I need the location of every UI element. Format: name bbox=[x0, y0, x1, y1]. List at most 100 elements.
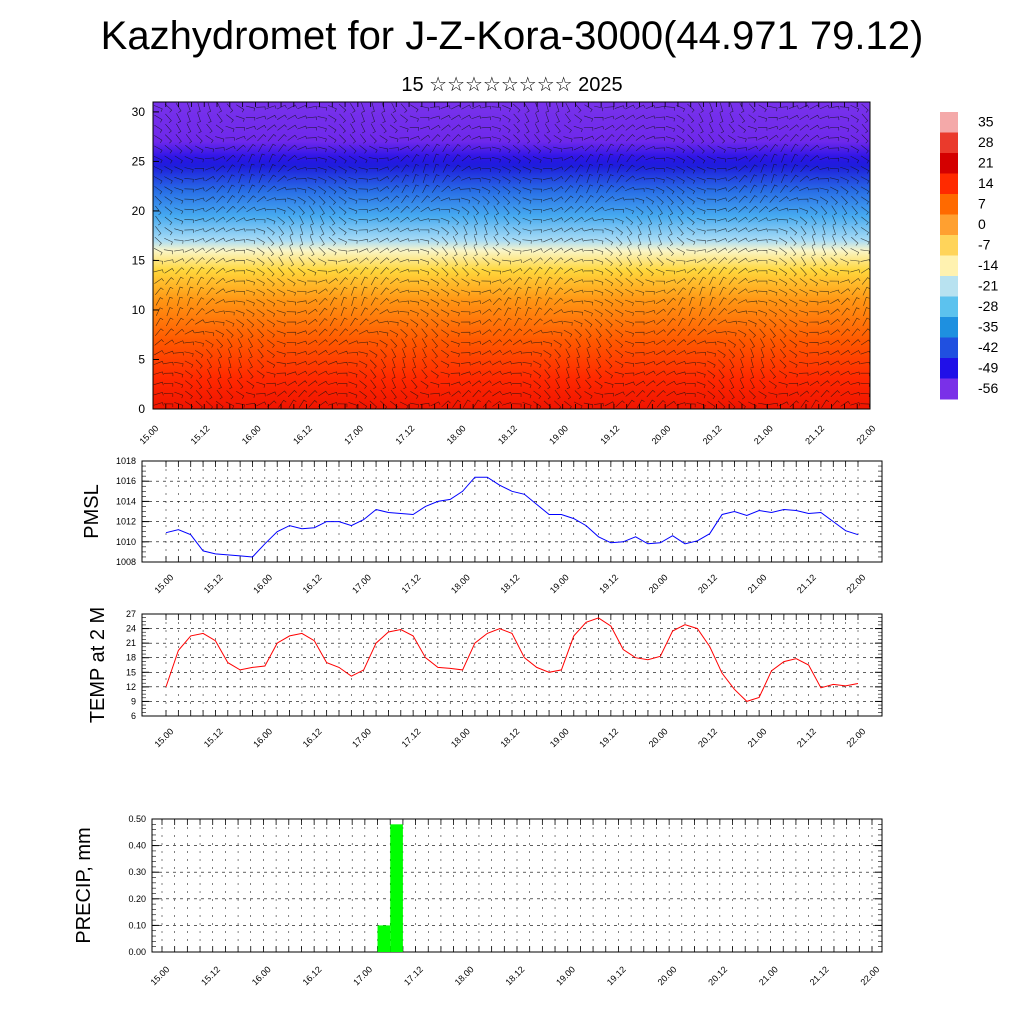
y-tick-label: 0.10 bbox=[128, 920, 146, 930]
y-tick-label: 0.30 bbox=[128, 867, 146, 877]
x-tick-label: 18.12 bbox=[496, 423, 519, 446]
x-tick-label: 18.00 bbox=[453, 964, 476, 987]
colorbar-swatch bbox=[940, 112, 958, 133]
x-tick-label: 20.12 bbox=[696, 726, 719, 749]
colorbar-swatch bbox=[940, 153, 958, 174]
colorbar-label: 7 bbox=[978, 195, 986, 211]
x-tick-label: 15.00 bbox=[152, 726, 175, 749]
colorbar-swatch bbox=[940, 378, 958, 400]
y-tick-label: 25 bbox=[132, 154, 146, 168]
y-tick-label: 10 bbox=[132, 303, 146, 317]
x-tick-label: 16.00 bbox=[250, 964, 273, 987]
x-tick-label: 19.12 bbox=[598, 423, 621, 446]
y-tick-label: 30 bbox=[132, 105, 146, 119]
colorbar-swatch bbox=[940, 296, 958, 318]
chart-subtitle: 15 ☆☆☆☆☆☆☆☆ 2025 bbox=[401, 74, 623, 96]
x-tick-label: 15.12 bbox=[189, 423, 212, 446]
x-tick-label: 16.12 bbox=[301, 964, 324, 987]
y-axis-label: PRECIP, mm bbox=[73, 827, 95, 943]
x-tick-label: 15.00 bbox=[148, 964, 171, 987]
x-tick-label: 17.00 bbox=[351, 964, 374, 987]
x-tick-label: 17.12 bbox=[400, 572, 423, 595]
colorbar-label: -28 bbox=[978, 298, 998, 314]
colorbar-swatch bbox=[940, 358, 958, 379]
y-tick-label: 0.20 bbox=[128, 894, 146, 904]
temp-panel: 6 9 12 15 18 21 24 27 TEMP at 2 M 15.00 15.12 16.00… bbox=[87, 607, 883, 749]
colorbar-label: -49 bbox=[978, 359, 998, 375]
colorbar-label: 28 bbox=[978, 134, 994, 150]
colorbar-label: -42 bbox=[978, 339, 998, 355]
y-tick-label: 0.00 bbox=[128, 947, 146, 957]
x-tick-label: 21.00 bbox=[752, 423, 775, 446]
y-tick-label: 20 bbox=[132, 204, 146, 218]
series-line bbox=[165, 617, 859, 702]
x-tick-label: 17.12 bbox=[400, 726, 423, 749]
x-tick-label: 22.00 bbox=[844, 572, 867, 595]
y-tick-label: 15 bbox=[132, 253, 146, 267]
y-tick-label: 6 bbox=[131, 711, 136, 721]
colorbar-label: -21 bbox=[978, 277, 998, 293]
colorbar-swatch bbox=[940, 337, 958, 359]
y-tick-label: 1018 bbox=[116, 456, 136, 466]
y-axis-label: TEMP at 2 M bbox=[87, 607, 109, 723]
x-tick-label: 16.00 bbox=[251, 726, 274, 749]
x-tick-label: 16.12 bbox=[301, 572, 324, 595]
x-tick-label: 19.12 bbox=[605, 964, 628, 987]
x-tick-label: 16.00 bbox=[251, 572, 274, 595]
x-tick-label: 21.12 bbox=[795, 726, 818, 749]
y-tick-label: 0.50 bbox=[128, 814, 146, 824]
x-tick-label: 21.12 bbox=[795, 572, 818, 595]
x-tick-label: 18.12 bbox=[503, 964, 526, 987]
colorbar-label: -7 bbox=[978, 236, 991, 252]
y-tick-label: 1008 bbox=[116, 557, 136, 567]
precip-bar bbox=[377, 925, 391, 952]
colorbar-label: -56 bbox=[978, 380, 998, 396]
y-tick-label: 1014 bbox=[116, 496, 136, 506]
y-tick-label: 1010 bbox=[116, 537, 136, 547]
x-tick-label: 16.00 bbox=[240, 423, 263, 446]
colorbar-swatch bbox=[940, 173, 958, 195]
colorbar-swatch bbox=[940, 132, 958, 154]
colorbar-swatch bbox=[940, 194, 958, 215]
y-tick-label: 5 bbox=[138, 352, 145, 366]
x-tick-label: 19.00 bbox=[547, 423, 570, 446]
y-tick-label: 15 bbox=[126, 667, 136, 677]
x-tick-label: 15.12 bbox=[202, 726, 225, 749]
colorbar-label: -14 bbox=[978, 257, 998, 273]
x-tick-label: 15.00 bbox=[152, 572, 175, 595]
x-tick-label: 20.12 bbox=[701, 423, 724, 446]
x-tick-label: 21.00 bbox=[746, 572, 769, 595]
y-tick-label: 0.40 bbox=[128, 841, 146, 851]
x-tick-label: 19.00 bbox=[554, 964, 577, 987]
colorbar-label: 21 bbox=[978, 154, 994, 170]
x-tick-label: 15.00 bbox=[137, 423, 160, 446]
x-tick-label: 17.00 bbox=[350, 726, 373, 749]
y-tick-label: 0 bbox=[138, 402, 145, 416]
colorbar-label: 14 bbox=[978, 175, 994, 191]
x-tick-label: 19.12 bbox=[597, 572, 620, 595]
y-tick-label: 1016 bbox=[116, 476, 136, 486]
precip-panel: 0.00 0.10 0.20 0.30 0.40 0.50 PRECIP, mm 15.00 1… bbox=[73, 814, 883, 987]
colorbar-swatch bbox=[940, 214, 958, 236]
x-tick-label: 19.12 bbox=[597, 726, 620, 749]
x-tick-label: 17.12 bbox=[393, 423, 416, 446]
y-tick-label: 21 bbox=[126, 638, 136, 648]
y-axis-label: PMSL bbox=[81, 484, 103, 538]
y-tick-label: 9 bbox=[131, 696, 136, 706]
y-tick-label: 12 bbox=[126, 682, 136, 692]
x-tick-label: 22.00 bbox=[844, 726, 867, 749]
x-tick-label: 15.12 bbox=[199, 964, 222, 987]
heatmap-field bbox=[153, 102, 870, 409]
y-tick-label: 27 bbox=[126, 609, 136, 619]
x-tick-label: 16.12 bbox=[301, 726, 324, 749]
x-tick-label: 21.00 bbox=[746, 726, 769, 749]
colorbar-swatch bbox=[940, 255, 958, 277]
x-tick-label: 17.12 bbox=[402, 964, 425, 987]
colorbar-label: 0 bbox=[978, 216, 986, 232]
colorbar-label: 35 bbox=[978, 113, 994, 129]
x-tick-label: 21.00 bbox=[757, 964, 780, 987]
x-tick-label: 20.12 bbox=[706, 964, 729, 987]
x-tick-label: 21.12 bbox=[803, 423, 826, 446]
x-tick-label: 16.12 bbox=[291, 423, 314, 446]
plot-frame bbox=[141, 460, 883, 563]
